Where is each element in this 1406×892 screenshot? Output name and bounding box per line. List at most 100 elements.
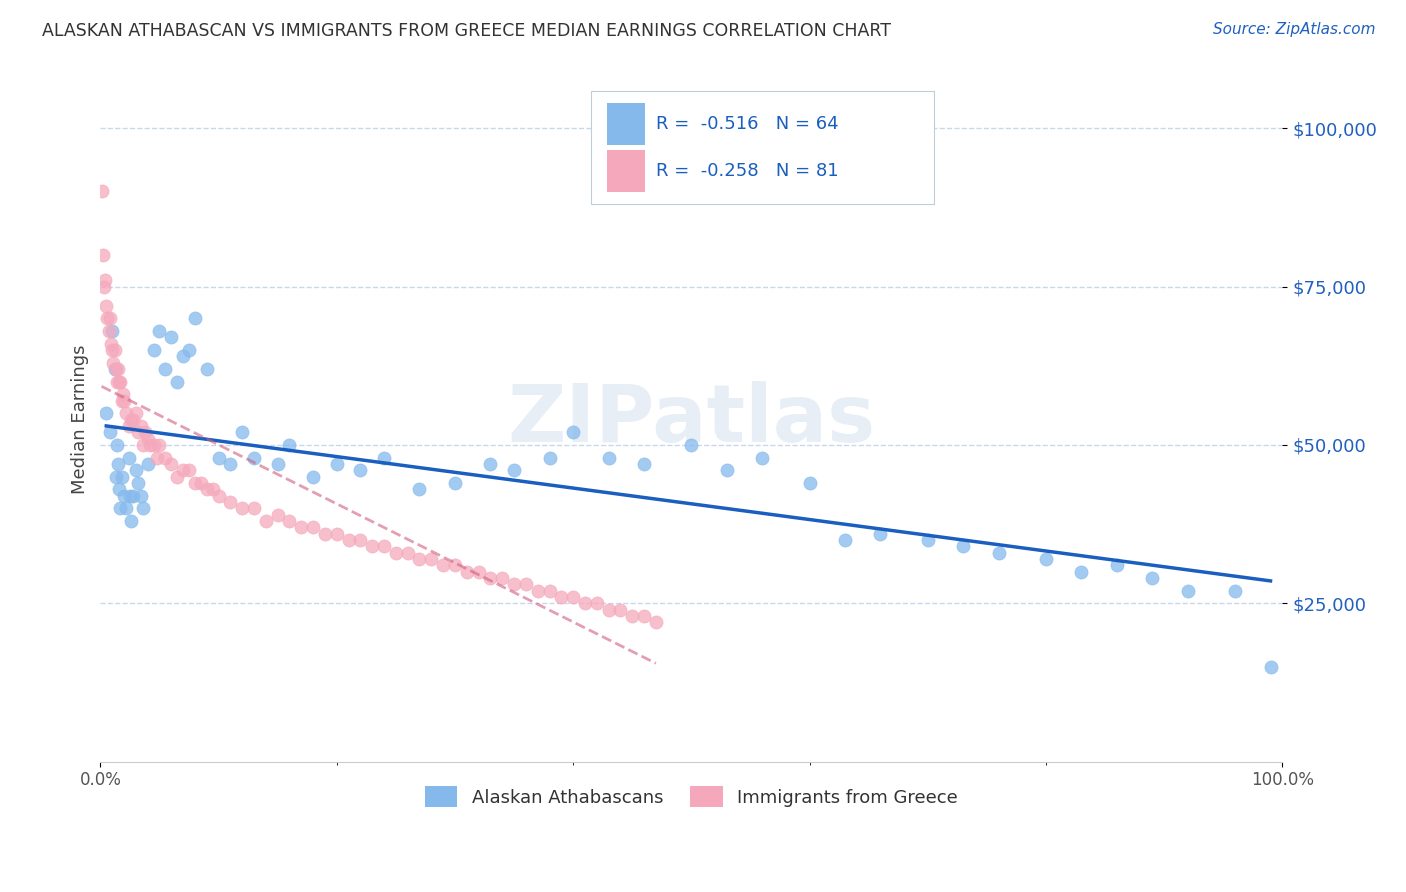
Point xyxy=(98,311,121,326)
Point xyxy=(107,457,129,471)
Point xyxy=(115,406,138,420)
Point xyxy=(132,501,155,516)
Point xyxy=(104,469,127,483)
Point xyxy=(122,489,145,503)
Point xyxy=(633,609,655,624)
Text: Source: ZipAtlas.com: Source: ZipAtlas.com xyxy=(1212,22,1375,37)
Point xyxy=(103,355,125,369)
Point xyxy=(633,457,655,471)
Point xyxy=(134,425,156,440)
Point xyxy=(190,475,212,490)
Point xyxy=(219,495,242,509)
FancyBboxPatch shape xyxy=(607,150,645,192)
Point xyxy=(515,577,537,591)
Point xyxy=(112,489,135,503)
Point xyxy=(574,596,596,610)
Point xyxy=(326,457,349,471)
Point xyxy=(101,324,124,338)
Point xyxy=(184,475,207,490)
Point xyxy=(108,375,131,389)
Point xyxy=(105,375,128,389)
Point xyxy=(118,489,141,503)
Point xyxy=(598,450,620,465)
Point xyxy=(396,546,419,560)
Y-axis label: Median Earnings: Median Earnings xyxy=(72,345,89,494)
Point xyxy=(337,533,360,547)
Point xyxy=(503,463,526,477)
Point xyxy=(952,539,974,553)
Point xyxy=(111,387,134,401)
Point xyxy=(100,336,122,351)
Point xyxy=(467,565,489,579)
Text: R =  -0.258   N = 81: R = -0.258 N = 81 xyxy=(655,162,838,180)
Point xyxy=(111,469,134,483)
Point xyxy=(127,425,149,440)
Point xyxy=(110,501,132,516)
Point xyxy=(621,609,644,624)
Point xyxy=(243,450,266,465)
Text: ZIPatlas: ZIPatlas xyxy=(508,381,876,458)
Point xyxy=(105,438,128,452)
Point xyxy=(115,501,138,516)
Point xyxy=(326,526,349,541)
Point xyxy=(98,425,121,440)
Point xyxy=(96,406,118,420)
Point xyxy=(1070,565,1092,579)
Point xyxy=(526,583,548,598)
Point xyxy=(408,552,430,566)
Point xyxy=(101,343,124,357)
Point xyxy=(97,324,120,338)
Point xyxy=(266,508,288,522)
Point xyxy=(146,450,169,465)
Point xyxy=(129,489,152,503)
Point xyxy=(90,185,112,199)
Point xyxy=(122,412,145,426)
Point xyxy=(562,590,585,604)
Point xyxy=(136,432,159,446)
Text: ALASKAN ATHABASCAN VS IMMIGRANTS FROM GREECE MEDIAN EARNINGS CORRELATION CHART: ALASKAN ATHABASCAN VS IMMIGRANTS FROM GR… xyxy=(42,22,891,40)
Point xyxy=(125,406,148,420)
Point xyxy=(195,483,218,497)
Point xyxy=(129,419,152,434)
Point xyxy=(681,438,703,452)
Point xyxy=(118,419,141,434)
Point xyxy=(184,311,207,326)
Point xyxy=(716,463,738,477)
Point xyxy=(799,475,821,490)
Point xyxy=(148,324,170,338)
Point xyxy=(201,483,224,497)
Point xyxy=(751,450,773,465)
Point xyxy=(290,520,312,534)
Legend: Alaskan Athabascans, Immigrants from Greece: Alaskan Athabascans, Immigrants from Gre… xyxy=(418,779,965,814)
Point xyxy=(834,533,856,547)
Point xyxy=(112,393,135,408)
Point xyxy=(91,248,114,262)
Point xyxy=(869,526,891,541)
Point xyxy=(177,343,200,357)
Point xyxy=(479,457,502,471)
Point xyxy=(373,539,395,553)
Point xyxy=(207,450,229,465)
Point xyxy=(96,311,118,326)
Point xyxy=(503,577,526,591)
Point xyxy=(314,526,336,541)
Point xyxy=(432,558,454,573)
Point xyxy=(243,501,266,516)
Point xyxy=(562,425,585,440)
Point xyxy=(302,520,325,534)
Point xyxy=(278,438,301,452)
Point xyxy=(108,483,131,497)
Point xyxy=(118,450,141,465)
Point xyxy=(93,279,115,293)
Point xyxy=(538,450,561,465)
Point xyxy=(444,475,467,490)
Point xyxy=(132,438,155,452)
Point xyxy=(107,362,129,376)
Point xyxy=(127,475,149,490)
Point xyxy=(585,596,607,610)
Point xyxy=(987,546,1010,560)
Point xyxy=(349,463,371,477)
Point xyxy=(1105,558,1128,573)
Point xyxy=(177,463,200,477)
Point xyxy=(456,565,478,579)
